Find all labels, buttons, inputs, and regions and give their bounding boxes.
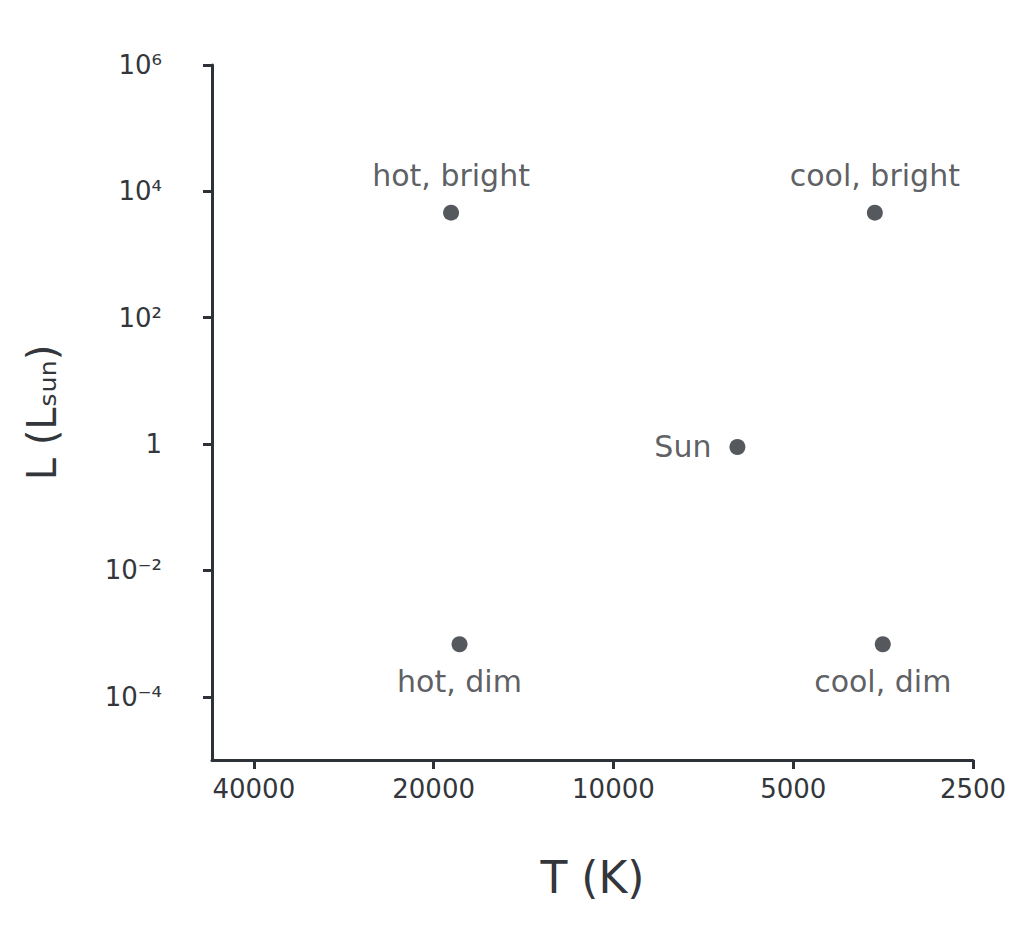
svg-text:1: 1 — [145, 429, 162, 459]
svg-text:20000: 20000 — [392, 774, 475, 804]
svg-text:10000: 10000 — [572, 774, 655, 804]
svg-text:cool, dim: cool, dim — [814, 664, 951, 699]
svg-text:10⁴: 10⁴ — [118, 176, 162, 206]
svg-text:Sun: Sun — [654, 429, 711, 464]
svg-text:hot, bright: hot, bright — [372, 158, 530, 193]
svg-text:cool, bright: cool, bright — [790, 158, 960, 193]
svg-text:10⁶: 10⁶ — [118, 50, 162, 80]
svg-text:10⁻⁴: 10⁻⁴ — [105, 682, 162, 712]
svg-text:10⁻²: 10⁻² — [105, 555, 162, 585]
svg-text:2500: 2500 — [940, 774, 1006, 804]
svg-text:T (K): T (K) — [539, 852, 644, 903]
svg-text:5000: 5000 — [760, 774, 826, 804]
svg-text:10²: 10² — [118, 303, 162, 333]
svg-text:hot, dim: hot, dim — [397, 664, 522, 699]
svg-text:40000: 40000 — [212, 774, 295, 804]
svg-text:L (Lₛᵤₙ): L (Lₛᵤₙ) — [19, 345, 65, 481]
